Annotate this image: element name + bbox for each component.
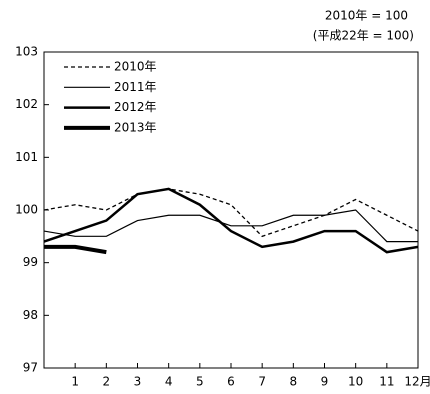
series-line <box>43 188 419 238</box>
x-tick-label: 4 <box>165 375 173 389</box>
x-tick-label: 9 <box>321 375 329 389</box>
x-tick-label: 1 <box>71 375 79 389</box>
x-tick-label: 5 <box>196 375 204 389</box>
x-tick-label: 3 <box>134 375 142 389</box>
legend-label: 2013年 <box>114 120 157 134</box>
legend-label: 2010年 <box>114 60 157 74</box>
x-tick-label: 6 <box>227 375 235 389</box>
legend-label: 2011年 <box>114 80 157 94</box>
y-tick-label: 102 <box>15 97 38 111</box>
y-tick-label: 101 <box>15 150 38 164</box>
x-tick-label: 11 <box>379 375 394 389</box>
y-tick-label: 100 <box>15 203 38 217</box>
series-line <box>44 244 107 255</box>
x-tick-label: 12月 <box>404 375 430 389</box>
series-line <box>43 187 419 254</box>
x-tick-label: 8 <box>290 375 298 389</box>
legend-label: 2012年 <box>114 100 157 114</box>
plot-frame <box>43 51 419 369</box>
annotation: 2010年 = 100 <box>325 9 408 23</box>
x-tick-label: 7 <box>258 375 266 389</box>
y-tick-label: 103 <box>15 45 38 59</box>
x-tick-label: 10 <box>348 375 363 389</box>
series-line <box>43 209 418 243</box>
x-tick-label: 2 <box>103 375 111 389</box>
y-tick-label: 97 <box>23 361 38 375</box>
annotation: (平成22年 = 100) <box>313 29 414 43</box>
y-tick-label: 98 <box>23 308 38 322</box>
y-tick-label: 99 <box>23 255 38 269</box>
